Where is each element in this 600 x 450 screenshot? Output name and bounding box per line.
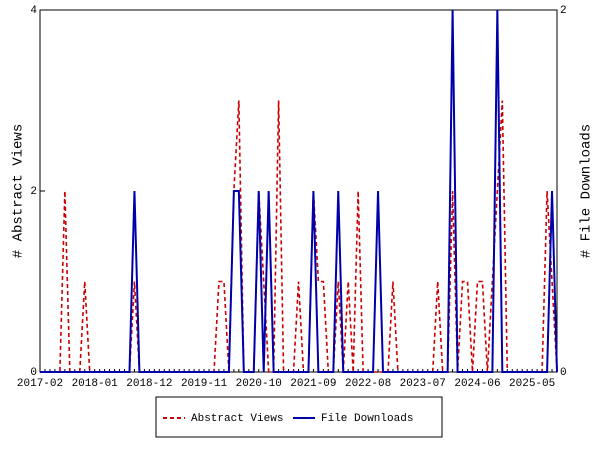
y2-tick-label: 2	[560, 5, 567, 17]
legend-label: File Downloads	[321, 413, 413, 425]
x-tick-label: 2023-07	[400, 378, 446, 390]
y2-axis-label: # File Downloads	[579, 124, 595, 258]
y-tick-label: 2	[30, 186, 37, 198]
x-tick-label: 2020-10	[236, 378, 282, 390]
data-line	[40, 9, 558, 373]
x-tick-label: 2025-05	[509, 378, 555, 390]
plot-frame	[39, 9, 558, 373]
y2-tick-label: 0	[560, 367, 567, 379]
legend-label: Abstract Views	[191, 413, 283, 425]
y-axis-label: # Abstract Views	[11, 124, 27, 258]
data-line	[40, 100, 558, 373]
y-tick-label: 0	[30, 367, 37, 379]
x-tick-label: 2017-02	[17, 378, 63, 390]
x-tick-label: 2018-01	[72, 378, 119, 390]
x-tick-label: 2018-12	[126, 378, 172, 390]
x-tick-label: 2021-09	[290, 378, 336, 390]
y-tick-label: 4	[30, 5, 37, 17]
x-tick-label: 2019-11	[181, 378, 228, 390]
x-tick-label: 2022-08	[345, 378, 391, 390]
x-tick-label: 2024-06	[454, 378, 500, 390]
